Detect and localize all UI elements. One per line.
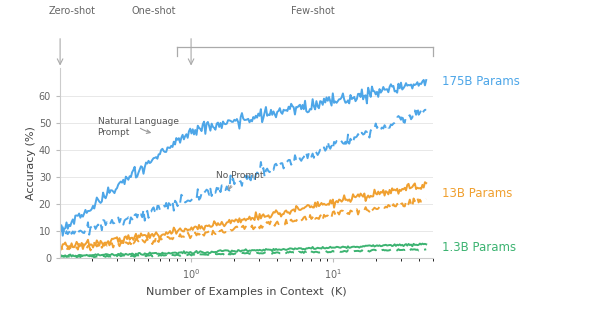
Text: 1.3B Params: 1.3B Params (442, 241, 516, 254)
X-axis label: Number of Examples in Context  (K): Number of Examples in Context (K) (146, 286, 347, 296)
Text: 13B Params: 13B Params (442, 187, 512, 200)
Y-axis label: Accuracy (%): Accuracy (%) (26, 126, 36, 200)
Text: No Prompt: No Prompt (216, 171, 264, 189)
Text: 175B Params: 175B Params (442, 76, 520, 88)
Text: One-shot: One-shot (131, 6, 175, 16)
Text: Zero-shot: Zero-shot (49, 6, 96, 16)
Text: Natural Language
Prompt: Natural Language Prompt (97, 117, 178, 137)
Text: Few-shot: Few-shot (291, 6, 334, 16)
